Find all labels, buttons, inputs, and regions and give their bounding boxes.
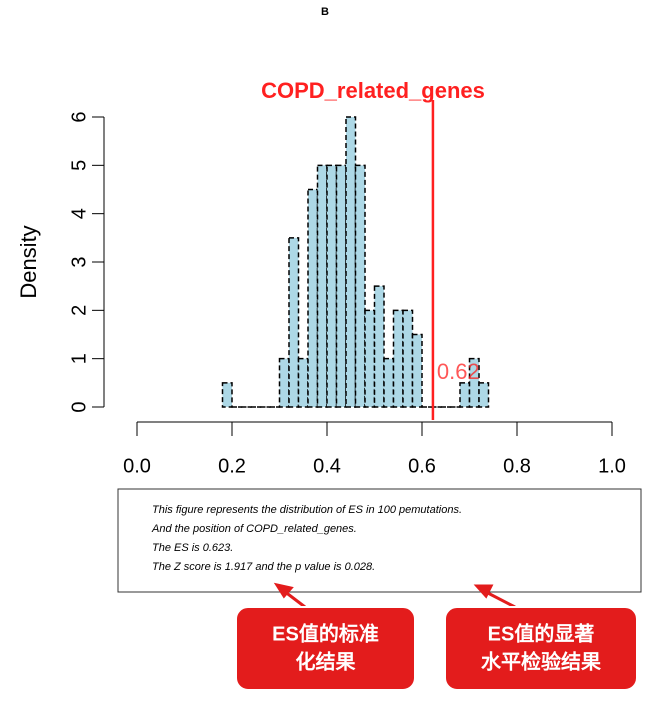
note: This figure represents the distribution …	[151, 504, 462, 573]
arrow-head	[273, 582, 294, 599]
bar	[373, 285, 385, 408]
bar	[345, 116, 357, 408]
y-axis-label: Density	[16, 225, 41, 298]
y-tick-label: 6	[68, 111, 90, 122]
y-tick-label: 1	[68, 353, 90, 364]
note-line: The ES is 0.623.	[152, 542, 233, 554]
arrow-head	[473, 584, 494, 599]
x-tick-label: 0.0	[123, 455, 151, 477]
bar	[459, 382, 471, 408]
y-tick-label: 4	[68, 208, 90, 219]
y-tick-label: 5	[68, 160, 90, 171]
x-tick-label: 0.8	[503, 455, 531, 477]
note-line: This figure represents the distribution …	[152, 504, 462, 516]
callout-box	[444, 606, 638, 691]
x-tick-label: 1.0	[598, 455, 626, 477]
note-line: And the position of COPD_related_genes.	[151, 523, 357, 535]
callout-text: ES值的显著	[488, 621, 595, 645]
x-tick-label: 0.2	[218, 455, 246, 477]
bar	[316, 164, 328, 408]
x-tick-label: 0.4	[313, 455, 341, 477]
bar	[335, 164, 347, 408]
chart-title: COPD_related_genes	[261, 78, 485, 103]
bar	[383, 357, 395, 408]
bar	[307, 188, 319, 408]
note-box	[117, 488, 642, 593]
bar	[478, 382, 490, 408]
bar	[364, 309, 376, 408]
bar	[278, 357, 290, 408]
callout-text: ES值的标准	[272, 621, 379, 645]
bar	[411, 333, 423, 408]
arrow	[483, 589, 516, 609]
bar	[392, 309, 404, 408]
bar	[221, 382, 233, 408]
es-label: 0.62	[437, 359, 480, 384]
x-tick-label: 0.6	[408, 455, 436, 477]
bar	[326, 164, 338, 408]
panel-label: B	[321, 6, 329, 18]
note-line: The Z score is 1.917 and the p value is …	[152, 561, 375, 573]
y-tick-label: 3	[68, 256, 90, 267]
callout-text: 化结果	[296, 649, 356, 673]
callout-text: 水平检验结果	[481, 649, 601, 673]
bar	[402, 309, 414, 408]
y-tick-label: 2	[68, 305, 90, 316]
bar	[354, 164, 366, 408]
arrows	[273, 582, 516, 609]
callout-box	[235, 606, 416, 691]
y-tick-label: 0	[68, 401, 90, 412]
bar	[288, 237, 300, 408]
bar	[297, 357, 309, 408]
